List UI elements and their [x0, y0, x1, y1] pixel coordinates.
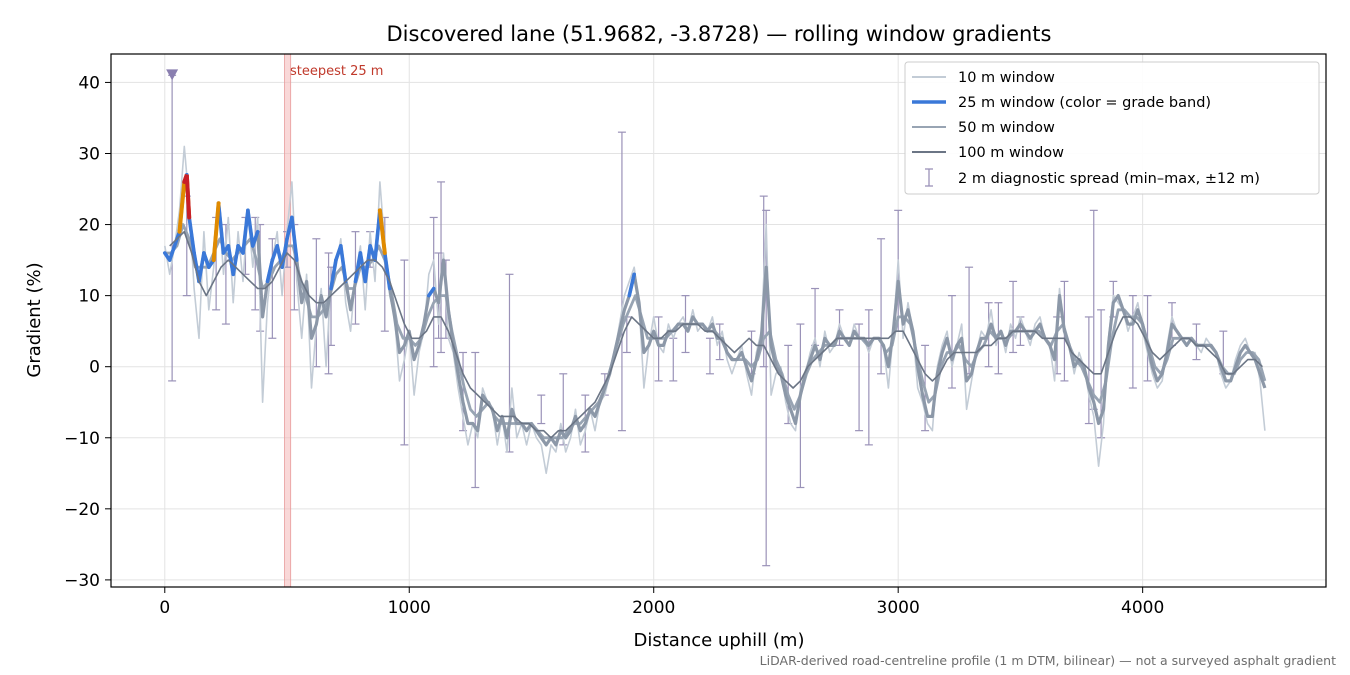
errorbar — [855, 323, 864, 432]
errorbar — [1009, 280, 1018, 354]
y-axis: −30 −20 −10 0 10 20 30 40 — [64, 73, 111, 591]
legend: 10 m window 25 m window (color = grade b… — [904, 61, 1320, 195]
y-tick-label: 40 — [78, 73, 100, 93]
y-tick-label: 10 — [78, 287, 100, 307]
series-25m-segment — [627, 272, 636, 298]
x-tick-label: 3000 — [877, 598, 920, 618]
grade-band-segment — [377, 208, 387, 255]
y-tick-label: 20 — [78, 216, 100, 236]
errorbar — [1084, 316, 1093, 425]
x-tick-label: 4000 — [1121, 598, 1164, 618]
legend-label-100m: 100 m window — [958, 145, 1064, 161]
errorbar — [877, 238, 886, 375]
y-tick-label: −20 — [64, 500, 100, 520]
legend-box — [904, 61, 1320, 195]
series-25m-segment — [167, 244, 177, 262]
errorbar — [715, 323, 724, 361]
legend-label-25m: 25 m window (color = grade band) — [958, 95, 1211, 111]
errorbar — [705, 337, 714, 375]
start-marker — [166, 69, 179, 81]
y-tick-label: 30 — [78, 144, 100, 164]
series-25m-segment — [246, 208, 255, 248]
series-25m-band-high — [177, 174, 387, 263]
grade-band-segment — [211, 201, 221, 263]
plot-frame — [110, 53, 1327, 588]
steepest-annotation: steepest 25 m — [290, 64, 383, 79]
errorbar — [811, 287, 820, 346]
errorbar — [796, 323, 805, 489]
errorbar — [947, 295, 956, 389]
series-25m-segment — [231, 244, 240, 277]
series-100m-line — [169, 230, 1263, 439]
series-25m-segment — [338, 244, 348, 284]
chart-title: Discovered lane (51.9682, -3.8728) — rol… — [387, 22, 1052, 46]
x-axis-label: Distance uphill (m) — [634, 630, 805, 651]
errorbar — [437, 181, 446, 354]
errorbar — [669, 337, 678, 382]
series-25m-band-steep — [182, 174, 192, 220]
errorbar — [654, 316, 663, 382]
errorbar — [537, 394, 546, 425]
steepest-25m-highlight — [284, 53, 292, 588]
legend-label-10m: 10 m window — [958, 70, 1055, 86]
errorbar — [471, 351, 480, 489]
series-25m-segment — [290, 215, 299, 262]
y-tick-label: −10 — [64, 429, 100, 449]
y-tick-label: 0 — [89, 358, 100, 378]
series-25m-segment — [383, 251, 392, 291]
y-tick-label: −30 — [64, 571, 100, 591]
series-25m-segment — [187, 215, 196, 255]
series-25m-segment — [202, 251, 211, 270]
errorbar — [1128, 295, 1137, 389]
legend-label-spread: 2 m diagnostic spread (min–max, ±12 m) — [958, 171, 1260, 187]
x-tick-label: 0 — [159, 598, 170, 618]
x-tick-label: 1000 — [388, 598, 431, 618]
series-25m-segment — [363, 244, 372, 284]
errorbar — [864, 309, 873, 446]
errorbar — [400, 259, 409, 446]
series-25m-segment — [265, 258, 275, 284]
legend-label-50m: 50 m window — [958, 120, 1055, 136]
series-25m-segment — [427, 286, 436, 298]
series-layer — [162, 69, 1267, 567]
series-25m-segment — [329, 258, 338, 291]
x-axis: 0 1000 2000 3000 4000 — [159, 587, 1164, 618]
errorbar — [617, 131, 626, 432]
legend-swatch-spread — [925, 168, 933, 187]
x-tick-label: 2000 — [632, 598, 675, 618]
y-axis-label: Gradient (%) — [24, 262, 45, 377]
errorbar — [1192, 323, 1201, 361]
errorbar — [168, 74, 177, 382]
steepest-25m-band — [284, 53, 292, 588]
grade-band-segment — [182, 174, 192, 220]
series-25m-segment — [250, 229, 260, 248]
series-25m-segment — [197, 251, 206, 284]
errorbar — [1089, 209, 1098, 410]
errorbar — [965, 266, 974, 375]
footnote: LiDAR-derived road-centreline profile (1… — [760, 653, 1336, 668]
